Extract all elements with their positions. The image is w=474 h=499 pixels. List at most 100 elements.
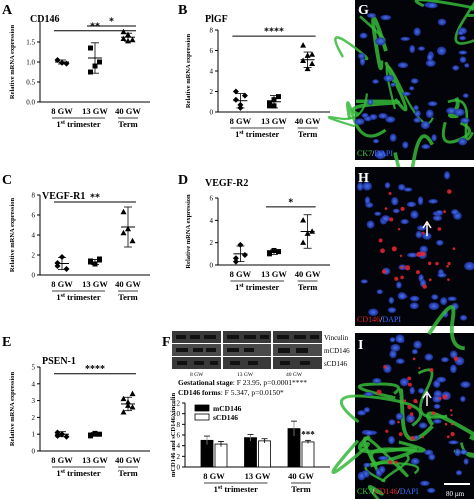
- bar: [301, 441, 315, 468]
- stain-label-h: CD146/DAPI: [357, 315, 401, 324]
- data-point: [304, 65, 311, 72]
- data-point: [271, 97, 277, 103]
- cd146-stain: [416, 270, 420, 275]
- data-point: [54, 57, 61, 63]
- y-tick-label: 0: [177, 464, 181, 472]
- data-point: [300, 217, 307, 223]
- y-tick-label: 2: [210, 239, 214, 247]
- cd146-stain: [394, 276, 399, 281]
- membrane-stain: [454, 1, 474, 45]
- y-axis-label: mCD146 and sCD146/vinculin: [170, 393, 177, 478]
- nucleus: [409, 86, 415, 91]
- nucleus: [431, 134, 437, 142]
- data-point: [54, 432, 61, 439]
- nucleus: [357, 410, 366, 416]
- x-tick-label: 40 GW: [115, 106, 141, 116]
- data-point: [276, 94, 281, 100]
- membrane-stain: [370, 440, 426, 467]
- nucleus: [357, 471, 366, 481]
- nucleus: [414, 110, 421, 118]
- data-point: [63, 60, 70, 67]
- nucleus: [437, 272, 447, 278]
- nucleus: [441, 357, 449, 363]
- legend-swatch: [194, 404, 210, 412]
- x-tick-label: 13 GW: [261, 269, 287, 279]
- cd146-stain: [407, 404, 412, 410]
- data-point: [267, 250, 272, 256]
- x-tick-label: 13 GW: [82, 455, 108, 465]
- nucleus: [428, 453, 436, 461]
- nucleus: [460, 117, 470, 124]
- cd146-stain: [452, 247, 456, 251]
- term-label: Term: [118, 119, 138, 129]
- nucleus: [383, 74, 394, 82]
- cd146-stain: [447, 278, 450, 281]
- x-tick-label: 8 GW: [230, 269, 252, 279]
- nucleus: [464, 63, 470, 68]
- significance-stars: ***: [301, 429, 315, 439]
- stats-line-1: Gestational stage: F 23.95, p=0.0001****: [178, 378, 307, 387]
- x-tick-label: 8 GW: [51, 106, 73, 116]
- blot-lane-13gw: 13 GW: [237, 372, 254, 378]
- nucleus: [437, 18, 447, 26]
- nucleus: [389, 350, 397, 359]
- y-tick-label: 4: [177, 442, 181, 450]
- nucleus: [375, 150, 387, 160]
- membrane-stain: [331, 439, 371, 475]
- stain-sep: /: [372, 149, 375, 158]
- panel-letter-e: E: [2, 335, 11, 350]
- y-tick-label: 0: [210, 262, 214, 270]
- nucleus: [407, 252, 418, 258]
- nucleus: [432, 395, 442, 403]
- cd146-stain: [438, 396, 442, 400]
- significance-stars: ****: [264, 27, 284, 38]
- y-tick-label: 8: [177, 421, 181, 429]
- data-point: [300, 57, 307, 63]
- panel-letter-f: F: [162, 335, 171, 350]
- nucleus: [359, 32, 368, 39]
- nucleus: [400, 218, 409, 225]
- data-point: [129, 237, 136, 244]
- x-tick-label: 13 GW: [82, 106, 108, 116]
- x-tick-label: 8 GW: [230, 116, 252, 126]
- legend-label: mCD146: [213, 404, 242, 413]
- nucleus: [367, 99, 374, 106]
- bar: [244, 437, 257, 468]
- data-point: [92, 430, 98, 436]
- chart-b: 0 2 4 6 8 Relative mRNA expression 8 GW 13 GW 40…: [185, 27, 330, 139]
- panel-letter-h: H: [358, 171, 369, 186]
- nucleus: [415, 230, 423, 239]
- membrane-stain: [334, 36, 369, 61]
- blot-lane-40gw: 40 GW: [286, 372, 303, 378]
- nucleus: [385, 116, 396, 123]
- x-tick-label: 8 GW: [51, 455, 73, 465]
- membrane-stain: [367, 485, 384, 499]
- y-tick-label: 0: [32, 448, 36, 456]
- nucleus: [422, 232, 432, 240]
- nucleus: [418, 46, 425, 51]
- blot-label-mcd146: mCD146: [324, 347, 350, 355]
- membrane-stain: [414, 0, 474, 18]
- cd146-stain: [381, 269, 387, 274]
- cd146-stain: [388, 460, 393, 465]
- cd146-stain: [442, 394, 448, 400]
- data-point: [97, 59, 102, 65]
- nucleus: [424, 353, 434, 361]
- y-tick-label: 4: [32, 232, 36, 240]
- data-point: [97, 256, 102, 262]
- nucleus: [427, 53, 433, 62]
- cd146-stain: [412, 357, 416, 361]
- cd146-stain: [429, 368, 434, 372]
- nucleus: [432, 215, 443, 222]
- cd146-stain: [450, 414, 453, 417]
- nucleus: [418, 422, 428, 429]
- y-tick-label: 2: [210, 88, 214, 96]
- cd146-stain: [407, 382, 412, 387]
- nucleus: [387, 307, 397, 313]
- panel-title-c: VEGF-R1: [42, 191, 85, 202]
- stain-cd146: CD146: [357, 315, 380, 324]
- y-axis-label: Relative mRNA expression: [9, 371, 16, 446]
- data-point: [88, 259, 93, 265]
- term-label: Term: [118, 468, 138, 478]
- stain-ck7: CK7: [357, 149, 372, 158]
